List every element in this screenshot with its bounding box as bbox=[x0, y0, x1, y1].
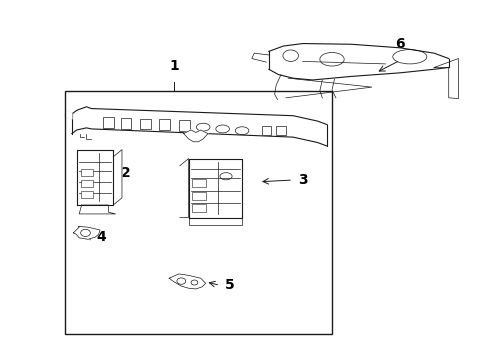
Bar bbox=[81, 180, 93, 187]
Bar bbox=[103, 117, 114, 128]
Bar bbox=[276, 126, 285, 135]
Bar bbox=[140, 118, 150, 129]
Bar bbox=[191, 192, 205, 200]
Polygon shape bbox=[188, 217, 242, 225]
Polygon shape bbox=[188, 158, 242, 217]
Polygon shape bbox=[169, 274, 205, 289]
Bar bbox=[81, 191, 93, 198]
Text: 3: 3 bbox=[297, 173, 307, 187]
Bar bbox=[191, 179, 205, 187]
Bar bbox=[159, 119, 170, 130]
Text: 1: 1 bbox=[169, 59, 179, 73]
Text: 5: 5 bbox=[224, 278, 234, 292]
Polygon shape bbox=[433, 59, 458, 99]
Text: 4: 4 bbox=[96, 230, 106, 244]
Polygon shape bbox=[73, 226, 100, 239]
Bar bbox=[81, 169, 93, 176]
Bar bbox=[64, 91, 331, 334]
Polygon shape bbox=[183, 130, 207, 142]
Bar bbox=[120, 118, 131, 129]
Polygon shape bbox=[113, 150, 122, 205]
Bar bbox=[261, 126, 271, 135]
Polygon shape bbox=[180, 158, 188, 217]
Polygon shape bbox=[64, 111, 72, 119]
Polygon shape bbox=[77, 150, 113, 205]
Bar bbox=[179, 120, 189, 131]
Text: 2: 2 bbox=[120, 166, 130, 180]
Bar bbox=[191, 204, 205, 212]
Polygon shape bbox=[79, 205, 116, 214]
Text: 6: 6 bbox=[394, 37, 404, 51]
